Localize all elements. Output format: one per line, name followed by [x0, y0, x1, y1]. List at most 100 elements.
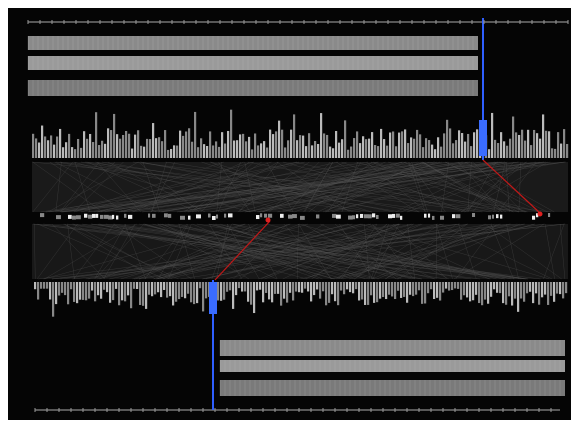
upper-bar	[182, 136, 184, 158]
upper-bar	[437, 137, 439, 158]
lower-bar	[226, 282, 228, 292]
mid-segment	[76, 215, 81, 219]
upper-bar	[134, 135, 136, 158]
upper-bar	[152, 123, 154, 158]
lower-bar	[490, 282, 492, 297]
upper-bar	[368, 139, 370, 158]
lower-bar	[256, 282, 258, 290]
lower-bar	[100, 282, 102, 299]
mid-segment	[332, 214, 336, 218]
lower-bar	[415, 282, 417, 295]
lower-bar	[346, 282, 348, 289]
lower-bar	[91, 282, 93, 291]
lower-bar	[565, 282, 567, 293]
upper-bar	[158, 137, 160, 158]
link-point	[266, 218, 271, 223]
mid-segment	[316, 214, 319, 218]
upper-bar	[128, 134, 130, 158]
upper-bar	[59, 129, 61, 158]
lower-bar	[511, 282, 513, 306]
upper-bar	[524, 141, 526, 158]
upper-bar	[41, 126, 43, 158]
upper-bar	[452, 143, 454, 158]
upper-bar	[335, 131, 337, 158]
lower-bar	[280, 282, 282, 306]
upper-bar	[341, 139, 343, 158]
lower-bar	[481, 282, 483, 305]
mid-segment	[208, 214, 211, 218]
upper-bar	[563, 129, 565, 158]
lower-bar	[328, 282, 330, 303]
mid-segment	[532, 216, 535, 220]
lower-bar	[499, 282, 501, 293]
lower-bar	[190, 282, 192, 302]
lower-bar	[166, 282, 168, 298]
lower-bar	[169, 282, 171, 296]
upper-bar	[62, 147, 64, 158]
mid-segment	[300, 216, 305, 220]
lower-bar	[139, 282, 141, 305]
mid-segment	[432, 216, 434, 220]
upper-bar	[401, 131, 403, 158]
upper-bar	[356, 131, 358, 158]
mid-segment	[440, 216, 444, 220]
upper-bar	[263, 141, 265, 158]
upper-bar	[527, 130, 529, 158]
lower-bar	[550, 282, 552, 296]
upper-bar	[374, 145, 376, 158]
lower-bar	[463, 282, 465, 295]
lower-bar	[439, 282, 441, 301]
upper-bar	[470, 146, 472, 158]
upper-bar	[254, 133, 256, 158]
upper-bar	[530, 145, 532, 158]
lower-bar	[220, 282, 222, 301]
upper-bar	[545, 131, 547, 158]
lower-bar	[496, 282, 498, 293]
upper-bar	[206, 146, 208, 158]
lower-bar	[274, 282, 276, 294]
mid-segment	[124, 214, 126, 218]
upper-bar	[167, 150, 169, 158]
lower-bar	[334, 282, 336, 301]
lower-bar	[268, 282, 270, 299]
upper-bar	[260, 143, 262, 158]
lower-bar	[391, 282, 393, 296]
mid-segment	[164, 213, 168, 217]
lower-bar	[151, 282, 153, 296]
lower-bar	[67, 282, 69, 304]
mid-segment	[152, 214, 156, 218]
lower-bar	[133, 282, 135, 289]
upper-bar	[110, 130, 112, 158]
upper-bar	[65, 142, 67, 158]
upper-bar	[425, 138, 427, 158]
upper-bar	[521, 130, 523, 158]
lower-bar	[121, 282, 123, 300]
lower-bar	[349, 282, 351, 292]
upper-bar	[242, 134, 244, 158]
lower-bar	[232, 282, 234, 309]
lower-bar	[475, 282, 477, 295]
upper-bar	[173, 145, 175, 158]
lower-bar	[172, 282, 174, 305]
mid-segment	[360, 214, 363, 218]
lower-bar	[385, 282, 387, 299]
upper-bar	[413, 139, 415, 158]
upper-bar	[86, 139, 88, 158]
upper-bar	[275, 131, 277, 158]
lower-bar	[298, 282, 300, 292]
upper-bar	[269, 130, 271, 158]
bottom-track	[220, 340, 565, 356]
lower-bar	[124, 282, 126, 301]
upper-bar	[434, 149, 436, 158]
upper-bar	[215, 141, 217, 158]
upper-bar	[464, 142, 466, 158]
lower-bar	[403, 282, 405, 297]
lower-bar	[73, 282, 75, 302]
lower-bar	[460, 282, 462, 300]
lower-bar	[229, 282, 231, 290]
upper-bar	[140, 146, 142, 158]
lower-bar	[223, 282, 225, 300]
lower-bar	[184, 282, 186, 298]
upper-bar	[248, 137, 250, 158]
upper-bar	[419, 134, 421, 158]
